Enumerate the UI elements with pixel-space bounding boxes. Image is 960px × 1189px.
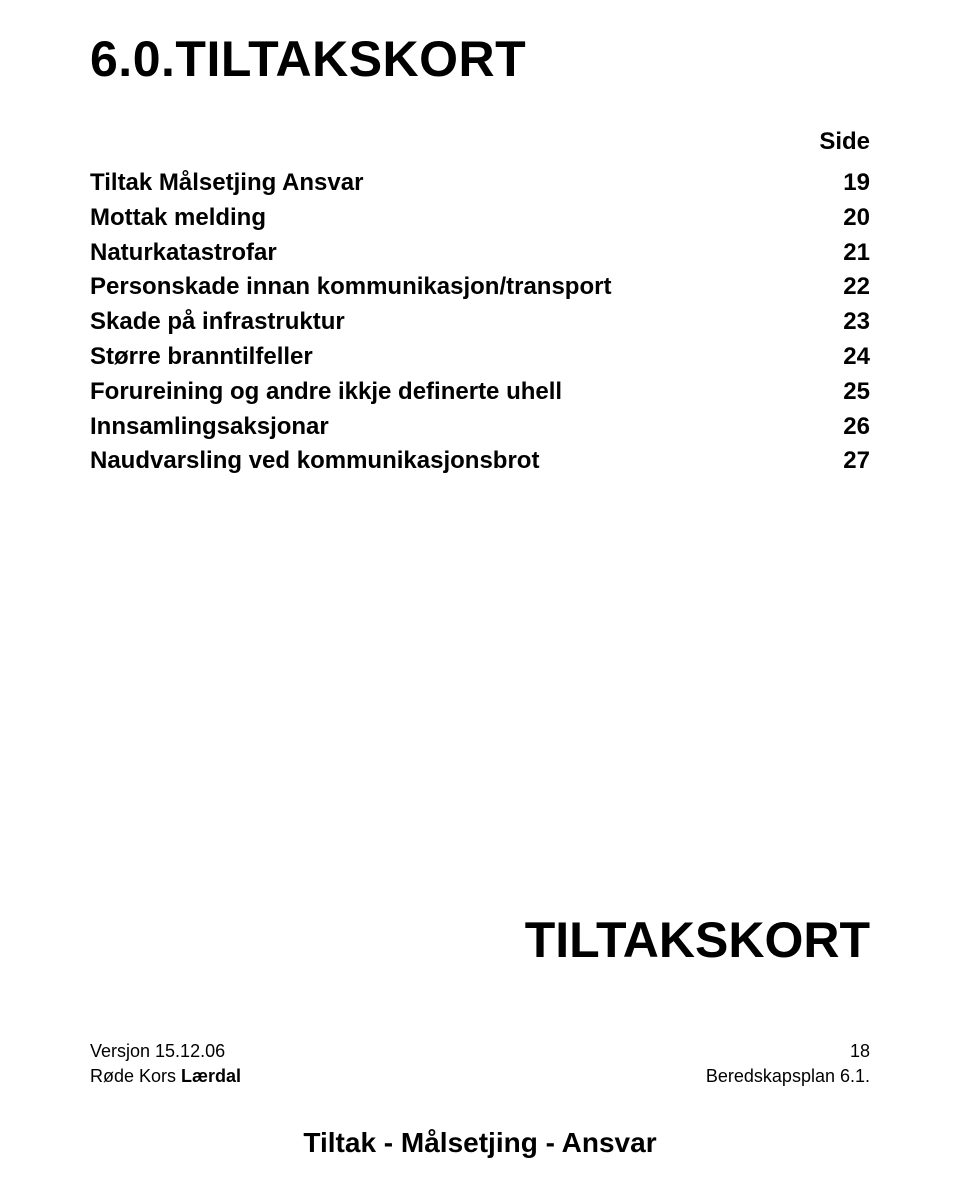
toc-row: Tiltak Målsetjing Ansvar 19	[90, 166, 870, 201]
page-title: 6.0.TILTAKSKORT	[90, 30, 870, 88]
footer-version: Versjon 15.12.06	[90, 1039, 225, 1064]
toc-page-number: 21	[823, 236, 870, 271]
side-column-header: Side	[90, 128, 870, 156]
footer-org: Røde Kors Lærdal	[90, 1064, 241, 1089]
toc-label: Naturkatastrofar	[90, 236, 823, 271]
footer-row: Versjon 15.12.06 18	[90, 1039, 870, 1064]
toc-row: Personskade innan kommunikasjon/transpor…	[90, 270, 870, 305]
toc-page-number: 25	[823, 375, 870, 410]
toc-label: Skade på infrastruktur	[90, 305, 823, 340]
toc-row: Skade på infrastruktur 23	[90, 305, 870, 340]
toc-label: Innsamlingsaksjonar	[90, 410, 823, 445]
toc-page-number: 24	[823, 340, 870, 375]
toc-page-number: 20	[823, 201, 870, 236]
toc-row: Forureining og andre ikkje definerte uhe…	[90, 375, 870, 410]
toc-row: Naudvarsling ved kommunikasjonsbrot 27	[90, 444, 870, 479]
toc-page-number: 23	[823, 305, 870, 340]
toc-label: Forureining og andre ikkje definerte uhe…	[90, 375, 823, 410]
footer-org-bold: Lærdal	[181, 1066, 241, 1086]
toc-page-number: 26	[823, 410, 870, 445]
toc-label: Tiltak Målsetjing Ansvar	[90, 166, 823, 201]
toc-page-number: 19	[823, 166, 870, 201]
toc-label: Naudvarsling ved kommunikasjonsbrot	[90, 444, 823, 479]
page-footer: Versjon 15.12.06 18 Røde Kors Lærdal Ber…	[90, 1039, 870, 1089]
toc-row: Større branntilfeller 24	[90, 340, 870, 375]
toc-page-number: 27	[823, 444, 870, 479]
toc-page-number: 22	[823, 270, 870, 305]
footer-org-prefix: Røde Kors	[90, 1066, 181, 1086]
footer-page-number: 18	[850, 1039, 870, 1064]
toc-row: Innsamlingsaksjonar 26	[90, 410, 870, 445]
footer-row: Røde Kors Lærdal Beredskapsplan 6.1.	[90, 1064, 870, 1089]
table-of-contents: Tiltak Målsetjing Ansvar 19 Mottak meldi…	[90, 166, 870, 479]
toc-label: Større branntilfeller	[90, 340, 823, 375]
toc-row: Naturkatastrofar 21	[90, 236, 870, 271]
toc-label: Personskade innan kommunikasjon/transpor…	[90, 270, 823, 305]
toc-row: Mottak melding 20	[90, 201, 870, 236]
section-subtitle: Tiltak - Målsetjing - Ansvar	[0, 1127, 960, 1159]
footer-plan: Beredskapsplan 6.1.	[706, 1064, 870, 1089]
section-heading: TILTAKSKORT	[525, 911, 870, 969]
document-page: 6.0.TILTAKSKORT Side Tiltak Målsetjing A…	[0, 0, 960, 1189]
toc-label: Mottak melding	[90, 201, 823, 236]
